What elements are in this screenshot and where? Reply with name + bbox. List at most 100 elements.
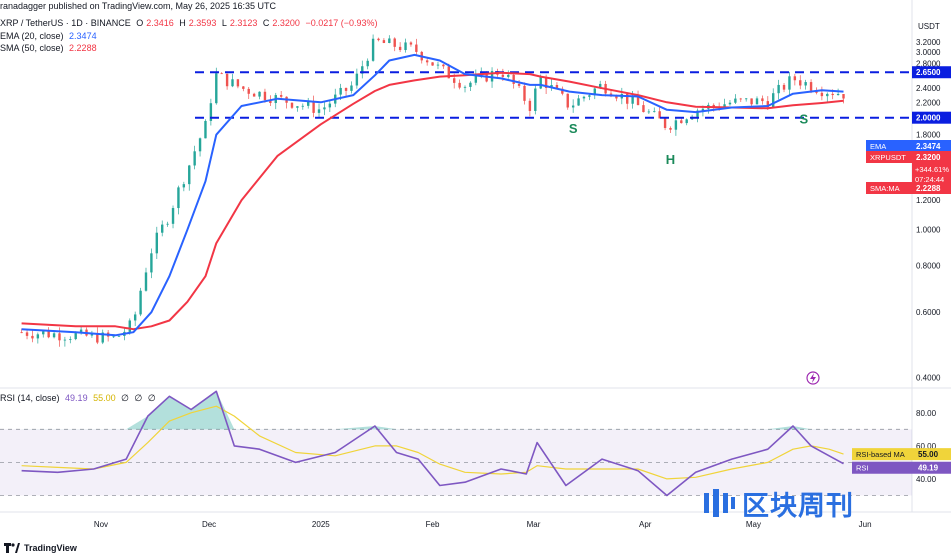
candle-body (204, 120, 207, 139)
candle-body (523, 85, 526, 101)
candle-body (388, 38, 391, 43)
candle-body (52, 333, 56, 338)
candle-body (712, 104, 715, 107)
candle-body (231, 79, 234, 87)
rsi-tick-label: 40.00 (916, 475, 937, 484)
pattern-label: H (666, 152, 675, 167)
candle-body (171, 208, 175, 224)
ohlc-l: 2.3123 (229, 18, 258, 28)
candle-body (339, 87, 342, 95)
candle-body (772, 93, 775, 108)
candle-body (323, 107, 326, 110)
rsi-tag-value-box (912, 448, 951, 461)
candle-body (436, 64, 440, 66)
candle-body (155, 232, 159, 254)
candle-body (177, 187, 180, 209)
level-tag-box (912, 111, 951, 124)
candle-body (615, 96, 618, 99)
price-tag-value: 2.3474 (916, 142, 941, 151)
candle-body (20, 332, 23, 334)
candle-body (636, 96, 640, 106)
candle-body (663, 118, 667, 128)
candle-body (117, 335, 121, 337)
candle-body (517, 83, 521, 86)
price-tags: 2.6500 2.0000 EMA 2.3474 XRPUSDT 2.3200 +344.6… (852, 66, 951, 474)
candle-body (355, 73, 359, 86)
candle-body (782, 84, 786, 90)
candle-body (188, 165, 191, 185)
candle-body (463, 86, 467, 88)
price-tag-value-box (912, 182, 951, 194)
candle-body (544, 77, 548, 88)
rsi-tag-name-box (852, 461, 912, 474)
pattern-label: S (800, 111, 809, 126)
candle-body (626, 93, 629, 104)
candle-body (507, 74, 510, 77)
candle-body (247, 88, 250, 94)
candle-body (582, 96, 586, 99)
rsi-tick-label: 80.00 (916, 409, 937, 418)
sma-value: 2.2288 (69, 43, 97, 53)
candle-body (25, 332, 29, 336)
candle-body (409, 42, 413, 45)
publisher-text: ranadagger published on TradingView.com,… (0, 1, 277, 11)
candle-body (669, 127, 672, 130)
sma-legend[interactable]: SMA (50, close) 2.2288 (0, 43, 100, 53)
tradingview-logo-icon (4, 543, 20, 553)
candle-body (425, 60, 429, 63)
candle-body (144, 272, 148, 291)
candle-body (761, 98, 764, 102)
candle-body (128, 320, 131, 332)
candle-body (307, 101, 310, 106)
time-tick-label: Apr (639, 520, 652, 529)
rsi-ma-value: 55.00 (93, 393, 116, 403)
tradingview-brand: TradingView (24, 543, 77, 553)
candle-body (296, 106, 299, 108)
candle-body (571, 105, 575, 108)
candle-body (598, 83, 602, 89)
candle-body (133, 314, 137, 321)
price-tag-value: 2.3200 (916, 153, 941, 162)
candle-body (469, 82, 472, 87)
candle-body (723, 104, 726, 109)
rsi-legend[interactable]: RSI (14, close) 49.19 55.00 ∅ ∅ ∅ (0, 393, 159, 404)
candle-body (69, 339, 72, 340)
symbol-name[interactable]: XRP / TetherUS · 1D · BINANCE (0, 18, 131, 28)
candle-body (371, 38, 375, 61)
candle-body (442, 64, 445, 67)
watermark-logo-icon (704, 489, 735, 517)
ema-legend[interactable]: EMA (20, close) 2.3474 (0, 31, 100, 41)
time-tick-label: 2025 (312, 520, 330, 529)
candle-body (279, 95, 283, 97)
candle-body (447, 66, 450, 79)
candle-body (96, 333, 99, 343)
ohlc-h: 2.3593 (188, 18, 217, 28)
candle-body (501, 74, 505, 77)
candle-body (366, 60, 369, 67)
price-tag-name: EMA (870, 142, 886, 151)
candle-body (63, 339, 67, 341)
price-pane: S H S (20, 34, 912, 385)
rsi-extra-1: ∅ (121, 393, 129, 403)
candle-body (58, 333, 61, 341)
candle-body (269, 100, 272, 104)
candle-body (101, 332, 104, 343)
price-tag-extra-box (912, 163, 951, 185)
ema-label: EMA (20, close) (0, 31, 64, 41)
price-tick-label: 1.2000 (916, 196, 941, 205)
sma-label: SMA (50, close) (0, 43, 64, 53)
price-tag-name-box (866, 140, 912, 152)
price-tag-name: XRPUSDT (870, 153, 906, 162)
time-tick-label: Nov (94, 520, 108, 529)
candle-body (842, 94, 845, 99)
candle-body (566, 93, 569, 108)
candle-body (112, 336, 115, 338)
candle-body (744, 98, 748, 100)
rsi-pane (0, 390, 912, 497)
candle-body (398, 46, 402, 51)
ema-value: 2.3474 (69, 31, 97, 41)
candle-body (382, 40, 386, 43)
rsi-tag-name: RSI-based MA (856, 450, 905, 459)
candle-body (312, 101, 315, 113)
